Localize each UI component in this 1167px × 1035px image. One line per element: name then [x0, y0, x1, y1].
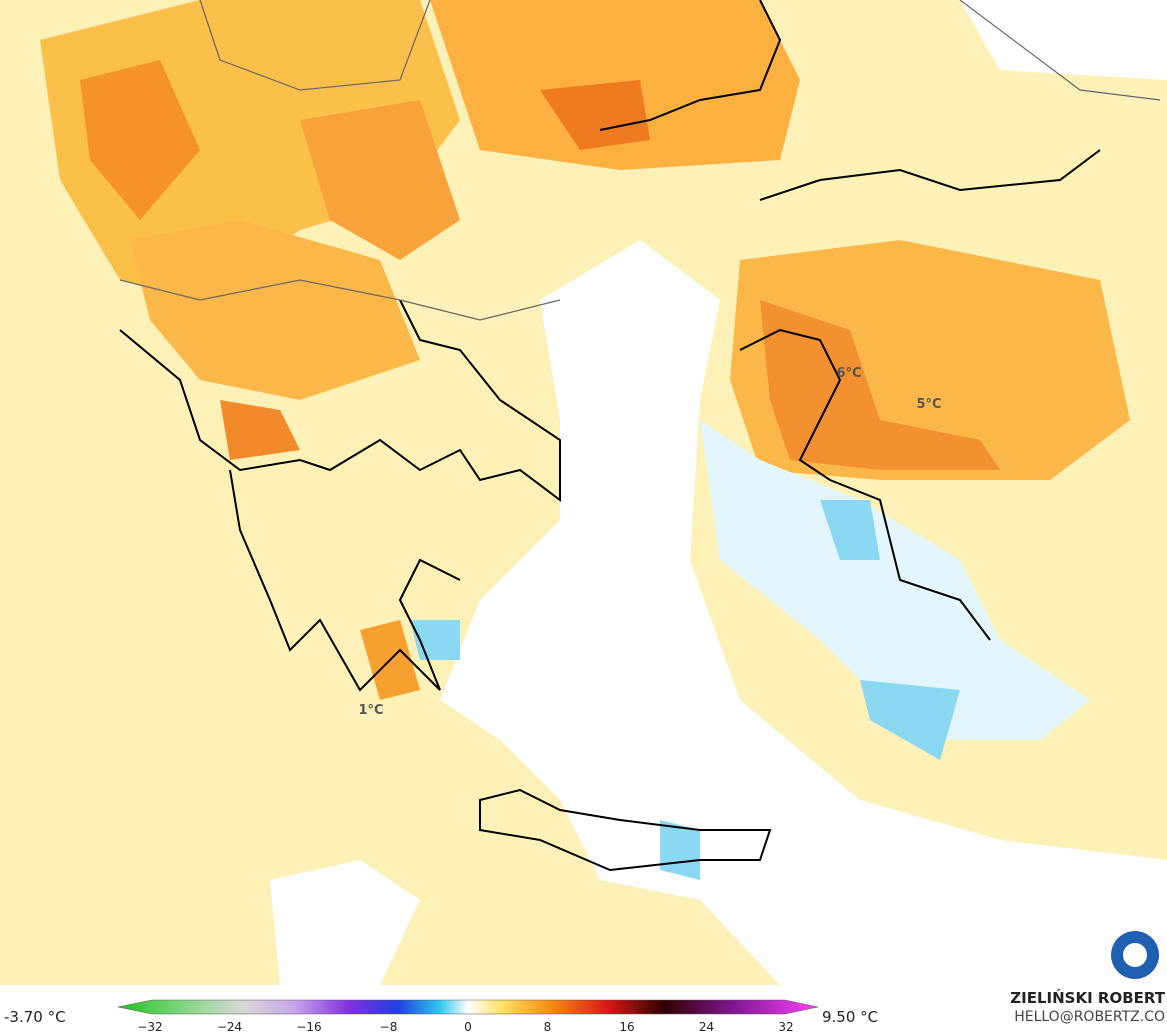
land-white — [960, 0, 1167, 80]
colorbar-tick-label: −24 — [217, 1020, 242, 1034]
colorbar-tick-label: −16 — [296, 1020, 321, 1034]
logo — [1123, 943, 1147, 967]
colorbar-tick-label: 32 — [778, 1020, 793, 1034]
cold-area — [820, 500, 880, 560]
hot-area — [220, 400, 300, 460]
sea-white — [440, 240, 1167, 985]
credit-author: ZIELIŃSKI ROBERT — [1010, 988, 1165, 1007]
map-label: 6°C — [836, 366, 861, 381]
colorbar — [117, 999, 819, 1015]
legend-max: 9.50 °C — [822, 1008, 878, 1026]
colorbar-scale — [117, 999, 819, 1015]
cool-area — [700, 420, 1090, 740]
warm-area — [130, 220, 420, 400]
colorbar-tick-label: −8 — [380, 1020, 398, 1034]
credit-email: HELLO@ROBERTZ.CO — [1014, 1009, 1165, 1025]
sea-white — [270, 860, 420, 985]
cold-area — [410, 620, 460, 660]
colorbar-tick-label: 8 — [544, 1020, 552, 1034]
colorbar-tick-label: 0 — [464, 1020, 472, 1034]
colorbar-tick-label: −32 — [137, 1020, 162, 1034]
colorbar-tick-label: 24 — [699, 1020, 714, 1034]
map-label: 1°C — [358, 703, 383, 718]
map — [0, 0, 1167, 985]
coastlines — [119, 0, 1101, 872]
borders — [119, 0, 1161, 321]
cold-area — [660, 820, 700, 880]
legend-min: -3.70 °C — [4, 1008, 66, 1026]
hot-area — [540, 80, 650, 150]
colorbar-tick-label: 16 — [619, 1020, 634, 1034]
warm-area — [300, 100, 460, 260]
noaa-logo — [1111, 931, 1159, 979]
hot-area — [80, 60, 200, 220]
map-label: 5°C — [916, 397, 941, 412]
cold-area — [860, 680, 960, 760]
hot-area — [760, 300, 1000, 470]
